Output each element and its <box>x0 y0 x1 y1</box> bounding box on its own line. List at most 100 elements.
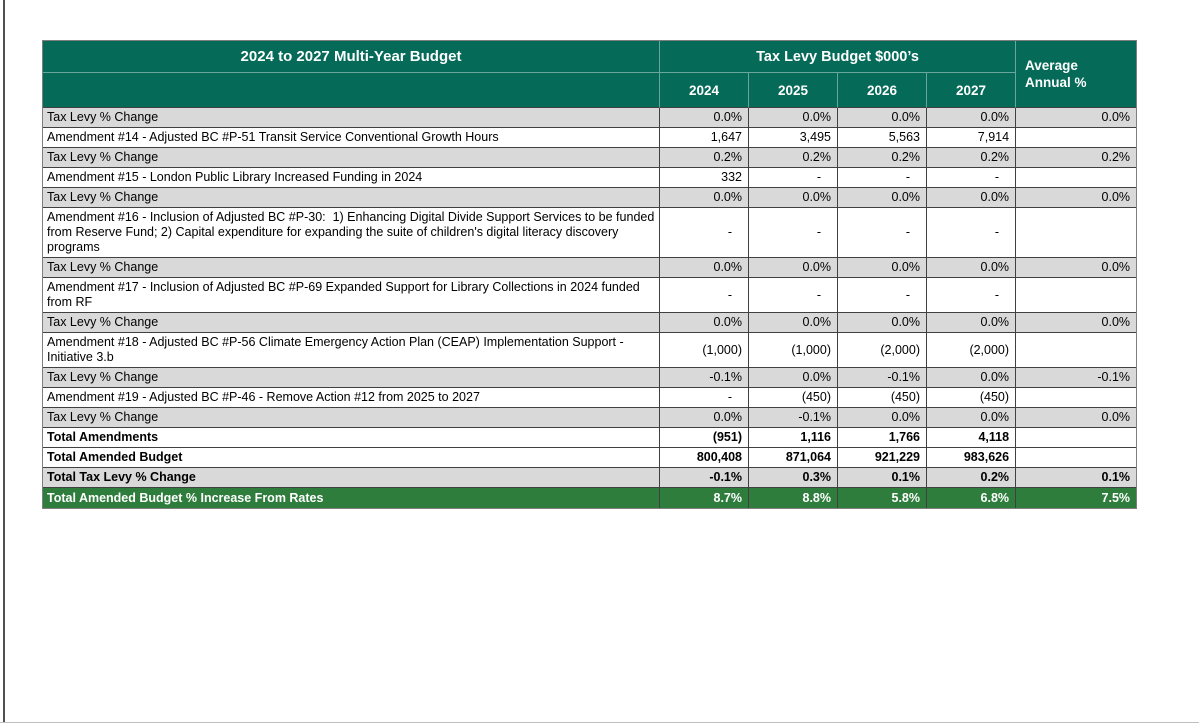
table-row: Tax Levy % Change 0.2% 0.2% 0.2% 0.2% 0.… <box>43 148 1137 168</box>
table-row: Amendment #17 - Inclusion of Adjusted BC… <box>43 278 1137 313</box>
value-cell-2027: - <box>927 278 1017 313</box>
value-cell-2024: -0.1% <box>660 368 749 388</box>
average-cell: 7.5% <box>1016 488 1137 508</box>
table-row: Tax Levy % Change 0.0% -0.1% 0.0% 0.0% 0… <box>43 408 1137 428</box>
row-label: Amendment #16 - Inclusion of Adjusted BC… <box>43 208 660 258</box>
row-label: Tax Levy % Change <box>43 368 660 388</box>
value-cell-2024: 1,647 <box>660 128 749 148</box>
table-row: Amendment #15 - London Public Library In… <box>43 168 1137 188</box>
average-cell <box>1016 208 1137 258</box>
average-cell: 0.0% <box>1016 408 1137 428</box>
value-cell-2026: (2,000) <box>838 333 927 368</box>
row-label: Total Tax Levy % Change <box>43 468 660 488</box>
value-cell-2024: 0.0% <box>660 188 749 208</box>
value-cell-2024: -0.1% <box>660 468 749 488</box>
average-cell: 0.0% <box>1016 258 1137 278</box>
value-cell-2025: 1,116 <box>749 428 838 448</box>
value-cell-2026: 0.0% <box>838 408 927 428</box>
value-cell-2026: (450) <box>838 388 927 408</box>
table-row: Total Amended Budget % Increase From Rat… <box>43 488 1137 508</box>
table-row: Amendment #16 - Inclusion of Adjusted BC… <box>43 208 1137 258</box>
average-cell <box>1016 388 1137 408</box>
average-cell: 0.0% <box>1016 188 1137 208</box>
value-cell-2027: 6.8% <box>927 488 1017 508</box>
row-label: Tax Levy % Change <box>43 188 660 208</box>
value-cell-2025: (450) <box>749 388 838 408</box>
table-row: Tax Levy % Change 0.0% 0.0% 0.0% 0.0% 0.… <box>43 108 1137 128</box>
value-cell-2025: 0.0% <box>749 258 838 278</box>
budget-table: 2024 to 2027 Multi-Year Budget Tax Levy … <box>42 40 1138 509</box>
value-cell-2026: - <box>838 208 927 258</box>
row-label: Total Amended Budget <box>43 448 660 468</box>
value-cell-2026: 921,229 <box>838 448 927 468</box>
row-label: Tax Levy % Change <box>43 108 660 128</box>
value-cell-2027: 0.0% <box>927 258 1017 278</box>
value-cell-2025: - <box>749 168 838 188</box>
table-row: Tax Levy % Change 0.0% 0.0% 0.0% 0.0% 0.… <box>43 188 1137 208</box>
value-cell-2027: (450) <box>927 388 1017 408</box>
page-left-border <box>3 0 5 723</box>
table-row: Total Amendments (951) 1,116 1,766 4,118 <box>43 428 1137 448</box>
value-cell-2026: 0.0% <box>838 188 927 208</box>
column-header-2027: 2027 <box>927 73 1017 108</box>
column-header-2026: 2026 <box>838 73 927 108</box>
value-cell-2026: - <box>838 168 927 188</box>
value-cell-2027: 0.0% <box>927 188 1017 208</box>
average-cell <box>1016 128 1137 148</box>
value-cell-2024: 0.0% <box>660 408 749 428</box>
value-cell-2027: 7,914 <box>927 128 1017 148</box>
value-cell-2025: 8.8% <box>749 488 838 508</box>
value-cell-2027: 0.0% <box>927 313 1017 333</box>
value-cell-2027: 0.0% <box>927 108 1017 128</box>
average-cell <box>1016 168 1137 188</box>
value-cell-2024: 0.0% <box>660 258 749 278</box>
value-cell-2025: - <box>749 208 838 258</box>
value-cell-2026: 0.0% <box>838 313 927 333</box>
value-cell-2026: 1,766 <box>838 428 927 448</box>
table-row: Amendment #19 - Adjusted BC #P-46 - Remo… <box>43 388 1137 408</box>
table-row: Tax Levy % Change 0.0% 0.0% 0.0% 0.0% 0.… <box>43 313 1137 333</box>
value-cell-2027: 0.0% <box>927 408 1017 428</box>
value-cell-2025: 0.2% <box>749 148 838 168</box>
average-cell: 0.1% <box>1016 468 1137 488</box>
average-cell <box>1016 428 1137 448</box>
average-cell <box>1016 448 1137 468</box>
row-label: Tax Levy % Change <box>43 148 660 168</box>
value-cell-2026: 0.0% <box>838 108 927 128</box>
value-cell-2027: 983,626 <box>927 448 1017 468</box>
table-row: Total Tax Levy % Change -0.1% 0.3% 0.1% … <box>43 468 1137 488</box>
table-row: Amendment #18 - Adjusted BC #P-56 Climat… <box>43 333 1137 368</box>
value-cell-2025: - <box>749 278 838 313</box>
value-cell-2025: 0.0% <box>749 313 838 333</box>
row-label: Amendment #19 - Adjusted BC #P-46 - Remo… <box>43 388 660 408</box>
value-cell-2027: 4,118 <box>927 428 1017 448</box>
value-cell-2024: (951) <box>660 428 749 448</box>
value-cell-2025: (1,000) <box>749 333 838 368</box>
value-cell-2024: - <box>660 388 749 408</box>
table-title: 2024 to 2027 Multi-Year Budget <box>43 41 660 73</box>
table-body: Tax Levy % Change 0.0% 0.0% 0.0% 0.0% 0.… <box>43 108 1137 508</box>
average-cell <box>1016 278 1137 313</box>
value-cell-2026: 0.1% <box>838 468 927 488</box>
average-label-line2: Annual % <box>1025 75 1087 90</box>
average-cell: 0.2% <box>1016 148 1137 168</box>
row-label: Amendment #14 - Adjusted BC #P-51 Transi… <box>43 128 660 148</box>
value-cell-2026: -0.1% <box>838 368 927 388</box>
value-cell-2027: 0.0% <box>927 368 1017 388</box>
table-row: Tax Levy % Change -0.1% 0.0% -0.1% 0.0% … <box>43 368 1137 388</box>
value-cell-2025: 0.0% <box>749 108 838 128</box>
value-cell-2025: -0.1% <box>749 408 838 428</box>
table-row: Amendment #14 - Adjusted BC #P-51 Transi… <box>43 128 1137 148</box>
table-row: Total Amended Budget 800,408 871,064 921… <box>43 448 1137 468</box>
group-header-tax-levy: Tax Levy Budget $000’s <box>660 41 1017 73</box>
value-cell-2024: 0.0% <box>660 313 749 333</box>
value-cell-2027: 0.2% <box>927 468 1017 488</box>
value-cell-2027: - <box>927 168 1017 188</box>
value-cell-2024: - <box>660 208 749 258</box>
average-label-line1: Average <box>1025 58 1078 73</box>
row-label: Tax Levy % Change <box>43 313 660 333</box>
value-cell-2026: 5,563 <box>838 128 927 148</box>
value-cell-2025: 0.0% <box>749 368 838 388</box>
value-cell-2026: - <box>838 278 927 313</box>
